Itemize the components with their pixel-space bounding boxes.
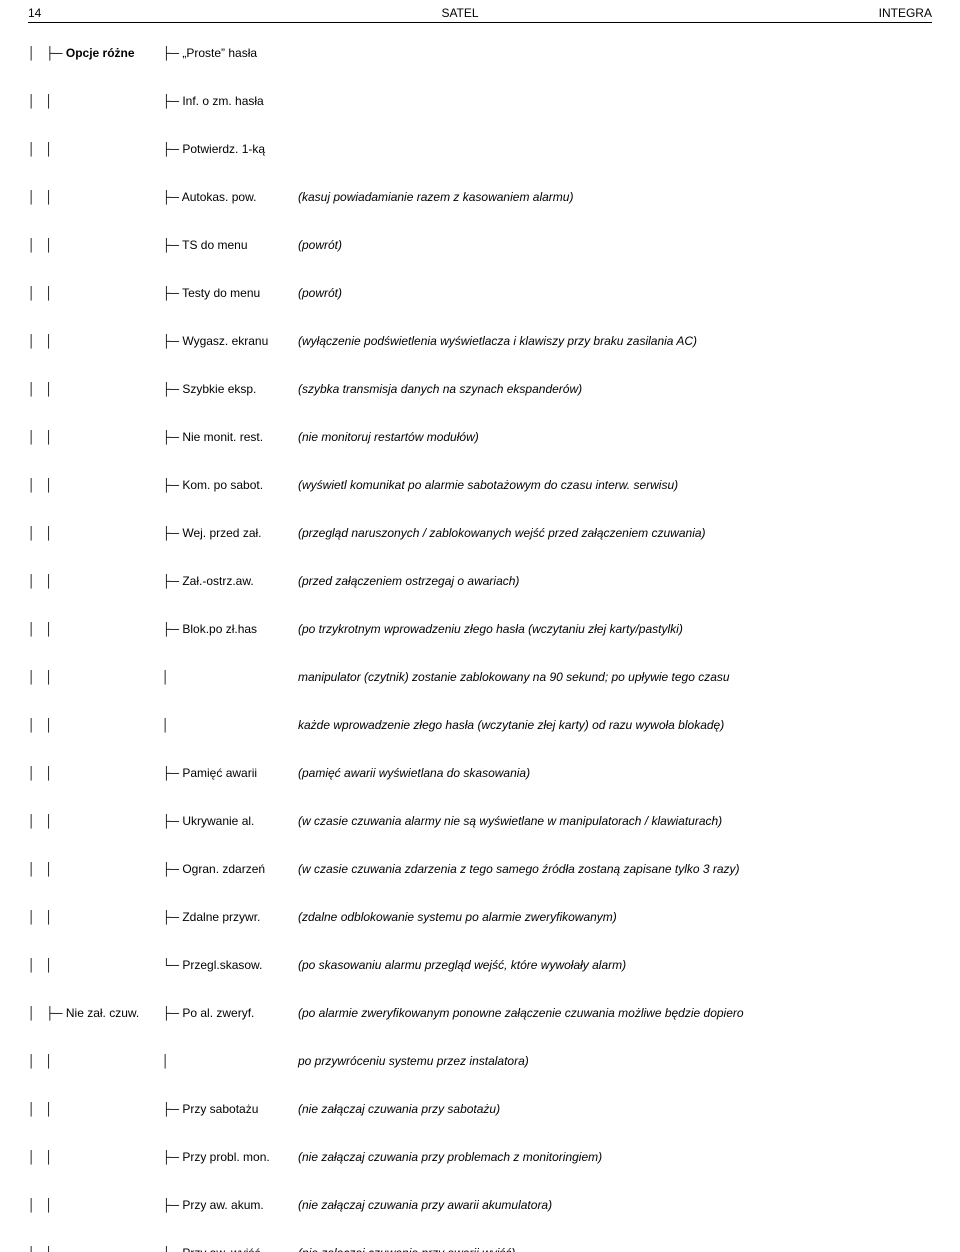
opt-przy-sabot: Przy sabotażu	[182, 1102, 258, 1116]
opt-pamiec: Pamięć awarii	[182, 766, 257, 780]
desc-nie-monit: (nie monitoruj restartów modułów)	[298, 429, 479, 445]
opt-przegl: Przegl.skasow.	[182, 958, 262, 972]
desc-po-al-b: po przywróceniu systemu przez instalator…	[298, 1053, 529, 1069]
opt-po-al-zweryf: Po al. zweryf.	[182, 1006, 254, 1020]
desc-autokas: (kasuj powiadamianie razem z kasowaniem …	[298, 189, 573, 205]
desc-pamiec: (pamięć awarii wyświetlana do skasowania…	[298, 765, 530, 781]
tree-row: │ │ ├─ Zdalne przywr.(zdalne odblokowani…	[28, 893, 932, 941]
product-label: INTEGRA	[879, 6, 932, 20]
opt-przy-probl: Przy probl. mon.	[182, 1150, 269, 1164]
opt-potwierdz: Potwierdz. 1-ką	[182, 142, 265, 156]
desc-przegl: (po skasowaniu alarmu przegląd wejść, kt…	[298, 957, 626, 973]
tree-row: │ │ ├─ Ogran. zdarzeń(w czasie czuwania …	[28, 845, 932, 893]
opt-autokas: Autokas. pow.	[182, 190, 257, 204]
tree-row: │ │ │ manipulator (czytnik) zostanie zab…	[28, 653, 932, 701]
desc-przy-probl: (nie załączaj czuwania przy problemach z…	[298, 1149, 602, 1165]
tree-row: │ │ ├─ Przy sabotażu(nie załączaj czuwan…	[28, 1085, 932, 1133]
opt-szybkie: Szybkie eksp.	[182, 382, 256, 396]
tree-row: │ │ ├─ Wygasz. ekranu(wyłączenie podświe…	[28, 317, 932, 365]
tree-row: │ │ ├─ Przy aw. akum.(nie załączaj czuwa…	[28, 1181, 932, 1229]
tree-row: │ │ │ po przywróceniu systemu przez inst…	[28, 1037, 932, 1085]
opt-ts-menu: TS do menu	[182, 238, 247, 252]
manufacturer-label: SATEL	[441, 6, 478, 20]
opt-ukrywanie: Ukrywanie al.	[182, 814, 254, 828]
opt-inf-zm-hasla: Inf. o zm. hasła	[182, 94, 263, 108]
desc-testy: (powrót)	[298, 285, 342, 301]
label-nie-zal: Nie zał. czuw.	[66, 1006, 139, 1020]
tree-row: │ │ ├─ Autokas. pow.(kasuj powiadamianie…	[28, 173, 932, 221]
opt-nie-monit: Nie monit. rest.	[182, 430, 263, 444]
tree-row: │ ├─ Nie zał. czuw.├─ Po al. zweryf.(po …	[28, 989, 932, 1037]
opt-zal-ostrz: Zał.-ostrz.aw.	[182, 574, 253, 588]
tree-row: │ │ ├─ TS do menu(powrót)	[28, 221, 932, 269]
desc-przy-sabot: (nie załączaj czuwania przy sabotażu)	[298, 1101, 500, 1117]
opt-proste-hasla: „Proste” hasła	[182, 46, 257, 60]
desc-ukrywanie: (w czasie czuwania alarmy nie są wyświet…	[298, 813, 722, 829]
opt-wej-przed: Wej. przed zał.	[182, 526, 261, 540]
page-number: 14	[28, 6, 41, 20]
desc-przy-wyjsc: (nie załączaj czuwania przy awarii wyjść…	[298, 1245, 515, 1252]
opt-testy: Testy do menu	[182, 286, 260, 300]
tree-row: │ │ ├─ Przy probl. mon.(nie załączaj czu…	[28, 1133, 932, 1181]
page-header: 14 SATEL INTEGRA	[28, 6, 932, 23]
opt-przy-akum: Przy aw. akum.	[182, 1198, 263, 1212]
desc-kom-sabot: (wyświetl komunikat po alarmie sabotażow…	[298, 477, 678, 493]
tree-row: │ │ ├─ Nie monit. rest.(nie monitoruj re…	[28, 413, 932, 461]
tree-row: │ ├─ Opcje różne├─ „Proste” hasła	[28, 29, 932, 77]
tree-row: │ │ ├─ Pamięć awarii(pamięć awarii wyświ…	[28, 749, 932, 797]
desc-ts: (powrót)	[298, 237, 342, 253]
tree-row: │ │ ├─ Kom. po sabot.(wyświetl komunikat…	[28, 461, 932, 509]
desc-szybkie: (szybka transmisja danych na szynach eks…	[298, 381, 582, 397]
tree-row: │ │ ├─ Potwierdz. 1-ką	[28, 125, 932, 173]
opt-kom-sabot: Kom. po sabot.	[182, 478, 263, 492]
tree-row: │ │ ├─ Ukrywanie al.(w czasie czuwania a…	[28, 797, 932, 845]
opt-przy-wyjsc: Przy aw. wyjść	[182, 1246, 260, 1252]
tree-row: │ │ │ każde wprowadzenie złego hasła (wc…	[28, 701, 932, 749]
desc-zdalne: (zdalne odblokowanie systemu po alarmie …	[298, 909, 617, 925]
tree-row: │ │ ├─ Przy aw. wyjść(nie załączaj czuwa…	[28, 1229, 932, 1252]
desc-blok-a: (po trzykrotnym wprowadzeniu złego hasła…	[298, 621, 683, 637]
tree-row: │ │ ├─ Testy do menu(powrót)	[28, 269, 932, 317]
menu-tree: │ ├─ Opcje różne├─ „Proste” hasła │ │ ├─…	[28, 29, 932, 1252]
opt-wygasz: Wygasz. ekranu	[182, 334, 268, 348]
desc-po-al-a: (po alarmie zweryfikowanym ponowne załąc…	[298, 1005, 744, 1021]
desc-ogran: (w czasie czuwania zdarzenia z tego same…	[298, 861, 740, 877]
desc-przy-akum: (nie załączaj czuwania przy awarii akumu…	[298, 1197, 552, 1213]
tree-row: │ │ ├─ Inf. o zm. hasła	[28, 77, 932, 125]
tree-row: │ │ ├─ Blok.po zł.has(po trzykrotnym wpr…	[28, 605, 932, 653]
desc-wej-przed: (przegląd naruszonych / zablokowanych we…	[298, 525, 706, 541]
opt-blok: Blok.po zł.has	[182, 622, 257, 636]
opt-ogran: Ogran. zdarzeń	[182, 862, 265, 876]
tree-row: │ │ ├─ Zał.-ostrz.aw.(przed załączeniem …	[28, 557, 932, 605]
tree-row: │ │ ├─ Wej. przed zał.(przegląd naruszon…	[28, 509, 932, 557]
tree-row: │ │ └─ Przegl.skasow.(po skasowaniu alar…	[28, 941, 932, 989]
label-opcje-rozne: Opcje różne	[66, 46, 135, 60]
opt-zdalne: Zdalne przywr.	[182, 910, 260, 924]
desc-blok-c: każde wprowadzenie złego hasła (wczytani…	[298, 717, 724, 733]
page: 14 SATEL INTEGRA │ ├─ Opcje różne├─ „Pro…	[0, 0, 960, 1252]
desc-blok-b: manipulator (czytnik) zostanie zablokowa…	[298, 669, 730, 685]
desc-wygasz: (wyłączenie podświetlenia wyświetlacza i…	[298, 333, 697, 349]
tree-row: │ │ ├─ Szybkie eksp.(szybka transmisja d…	[28, 365, 932, 413]
desc-zal-ostrz: (przed załączeniem ostrzegaj o awariach)	[298, 573, 519, 589]
